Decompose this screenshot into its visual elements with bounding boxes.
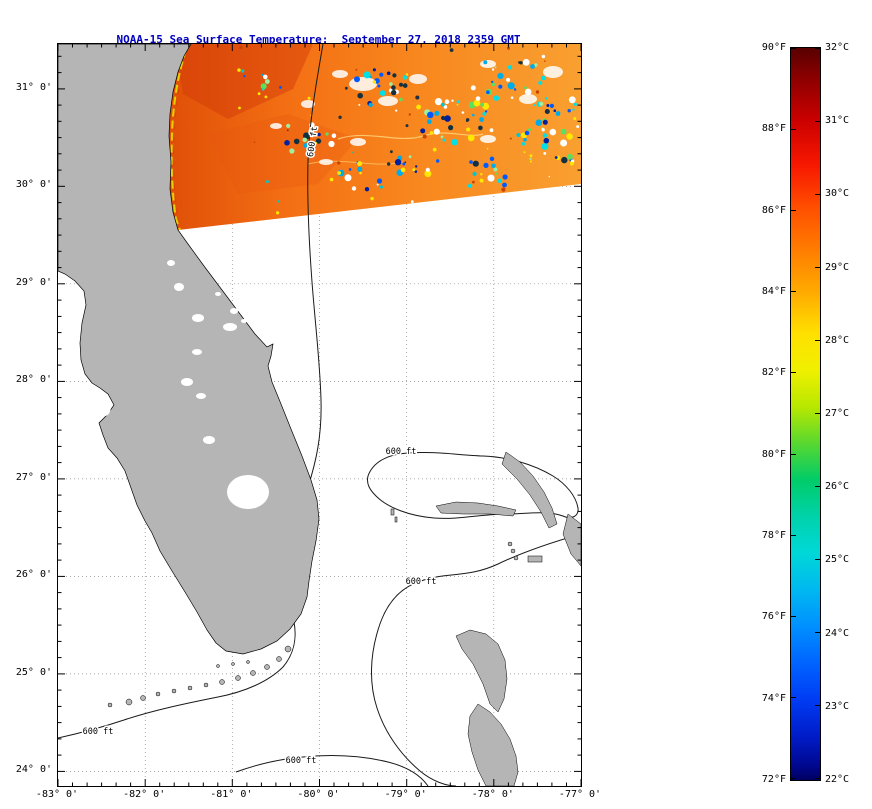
cloud-speckles <box>237 45 580 215</box>
fahrenheit-scale-label: 72°F <box>761 773 786 785</box>
colorbar-fahrenheit-labels: 90°F 88°F 86°F 84°F 82°F 80°F 78°F 76°F 74°F 72°F <box>741 41 786 786</box>
sst-swath-area <box>169 44 581 230</box>
lon-tick-label: -77° 0' <box>558 789 602 800</box>
sst-swath <box>169 44 581 231</box>
contour-label-600ft-little-bahama: 600 ft <box>386 447 417 457</box>
colorbar-tick <box>791 778 796 779</box>
fahrenheit-scale-label: 86°F <box>761 204 786 216</box>
eleuthera-island <box>562 513 581 567</box>
lat-tick-label: 28° 0' <box>15 374 52 386</box>
bimini-island <box>390 508 395 516</box>
celsius-scale-label: 32°C <box>825 42 850 53</box>
colorbar-tick <box>815 48 820 49</box>
colorbar-tick <box>791 210 796 212</box>
axis-ticks <box>58 44 581 786</box>
temperature-colorbar <box>790 47 821 781</box>
abaco-island <box>501 451 558 529</box>
colorbar-tick <box>815 632 820 633</box>
lat-tick-label: 24° 0' <box>15 764 52 776</box>
depth-contours: 600 ft 600 ft 600 ft 600 ft 600 ft <box>58 44 581 786</box>
contour-label-600ft-bottom: 600 ft <box>286 756 317 766</box>
celsius-scale-label: 23°C <box>825 700 850 712</box>
celsius-scale-label: 28°C <box>825 334 850 346</box>
map-canvas: 600 ft 600 ft 600 ft 600 ft 600 ft <box>58 44 581 786</box>
fahrenheit-scale-label: 76°F <box>761 611 786 623</box>
coastal-sst-strip <box>170 49 187 231</box>
lon-tick-label: -81° 0' <box>210 789 253 800</box>
sst-warm-band <box>178 44 313 119</box>
colorbar-tick <box>815 121 820 122</box>
contour-label-600ft-great-bahama: 600 ft <box>406 577 437 587</box>
berry-island-3 <box>513 555 519 561</box>
colorbar-tick <box>815 194 820 195</box>
lat-tick-label: 31° 0' <box>15 81 52 93</box>
celsius-scale-label: 29°C <box>825 261 850 273</box>
celsius-scale-label: 22°C <box>825 773 850 785</box>
colorbar-tick <box>791 372 796 374</box>
colorbar-tick <box>815 559 820 560</box>
great-bahama-contour <box>370 533 581 786</box>
berry-island <box>507 541 513 547</box>
grand-bahama-island <box>435 501 517 517</box>
fahrenheit-scale-label: 84°F <box>761 285 786 297</box>
lat-tick-label: 27° 0' <box>15 471 52 483</box>
lat-tick-label: 25° 0' <box>15 666 52 678</box>
map-frame: 600 ft 600 ft 600 ft 600 ft 600 ft <box>57 43 582 787</box>
colorbar-tick <box>815 267 820 268</box>
celsius-scale-label: 30°C <box>825 188 850 200</box>
fahrenheit-scale-label: 90°F <box>761 42 786 53</box>
colorbar-tick <box>791 534 796 536</box>
lat-tick-label: 29° 0' <box>15 276 52 288</box>
colorbar-tick <box>815 413 820 414</box>
celsius-scale-label: 27°C <box>825 407 850 419</box>
fahrenheit-scale-label: 88°F <box>761 123 786 135</box>
fahrenheit-scale-label: 82°F <box>761 367 786 379</box>
colorbar-celsius-labels: 32°C 31°C 30°C 29°C 28°C 27°C 26°C 25°C 24°C 23°C… <box>825 41 867 786</box>
lakes <box>99 260 269 514</box>
colorbar-tick <box>815 486 820 487</box>
colorbar-tick <box>815 778 820 779</box>
contour-label-600ft-shelf: 600 ft <box>306 126 320 158</box>
lon-tick-label: -79° 0' <box>384 789 427 800</box>
celsius-scale-label: 25°C <box>825 554 850 566</box>
colorbar-tick <box>791 129 796 131</box>
fahrenheit-scale-label: 78°F <box>761 529 786 541</box>
celsius-scale-label: 26°C <box>825 481 850 493</box>
lon-tick-label: -78° 0' <box>471 789 514 800</box>
florida-keys <box>107 645 292 708</box>
colorbar-tick <box>791 615 796 617</box>
fahrenheit-scale-label: 74°F <box>761 692 786 704</box>
colorbar-tick <box>791 48 796 49</box>
lon-tick-label: -83° 0' <box>35 789 79 800</box>
land-bahamas <box>390 451 581 786</box>
colorbar-tick <box>815 340 820 341</box>
celsius-scale-label: 24°C <box>825 627 850 639</box>
fahrenheit-scale-label: 80°F <box>761 448 786 460</box>
lon-tick-label: -82° 0' <box>123 789 166 800</box>
little-bahama-contour <box>367 451 579 519</box>
andros-island-south <box>467 703 519 786</box>
colorbar-tick <box>791 453 796 455</box>
contour-label-600ft-sw: 600 ft <box>83 727 114 737</box>
colorbar-tick <box>815 705 820 706</box>
celsius-scale-label: 31°C <box>825 115 850 127</box>
lat-tick-label: 30° 0' <box>15 179 52 191</box>
bimini-island-2 <box>394 516 398 523</box>
bottom-contour <box>235 755 429 786</box>
andros-island-north <box>455 629 508 713</box>
colorbar-tick <box>791 291 796 293</box>
new-providence-island <box>527 555 543 563</box>
berry-island-2 <box>510 548 516 554</box>
lon-tick-label: -80° 0' <box>297 789 340 800</box>
colorbar-tick <box>791 696 796 698</box>
lat-tick-label: 26° 0' <box>15 569 52 581</box>
title-line1: NOAA-15 Sea Surface Temperature: Septemb… <box>116 33 521 46</box>
